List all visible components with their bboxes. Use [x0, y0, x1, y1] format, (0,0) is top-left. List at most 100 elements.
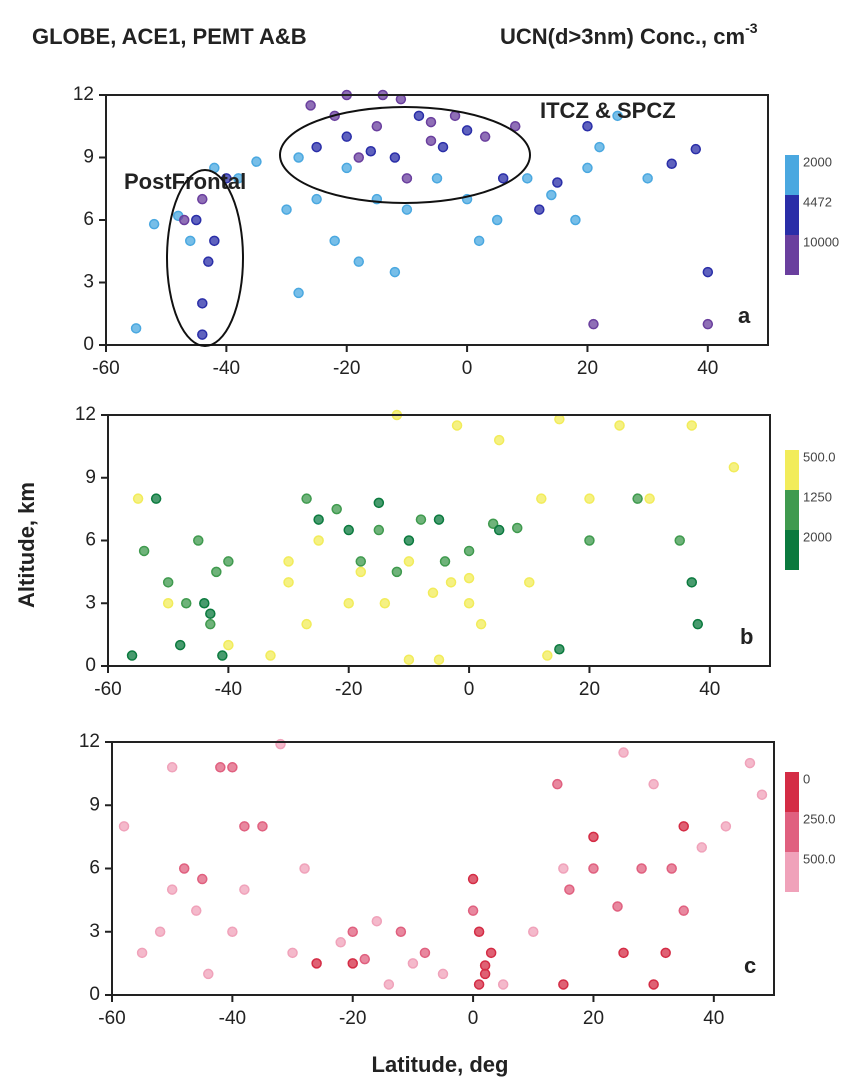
point [395, 93, 407, 105]
point [467, 873, 479, 885]
point [403, 535, 415, 546]
point [215, 762, 226, 773]
point [674, 535, 685, 546]
point [497, 173, 509, 184]
point [335, 937, 346, 948]
x-tick-label: 0 [462, 358, 473, 379]
point [178, 214, 190, 226]
x-tick-label: -40 [213, 358, 240, 379]
point [493, 524, 505, 536]
point [343, 524, 354, 536]
point [166, 762, 178, 773]
point [193, 535, 204, 546]
point [389, 266, 401, 278]
point [166, 884, 178, 895]
colorbar-swatch [785, 852, 799, 892]
highlight-ellipse [279, 106, 531, 204]
y-tick-label: 12 [73, 84, 94, 105]
point [451, 420, 463, 431]
point [588, 831, 599, 843]
point [174, 639, 186, 651]
point [479, 960, 491, 971]
point [648, 979, 659, 990]
point [401, 173, 413, 184]
point [686, 420, 698, 431]
point [401, 204, 413, 215]
point [227, 926, 238, 937]
point [584, 535, 595, 546]
colorbar-swatch [785, 155, 799, 195]
panel-label: b [740, 624, 753, 649]
point [524, 577, 535, 588]
colorbar-label: 1250 [803, 489, 832, 504]
point [154, 926, 166, 937]
point [275, 738, 286, 750]
point [473, 235, 485, 247]
point [632, 493, 643, 504]
x-tick-label: 20 [577, 358, 598, 379]
point [552, 778, 563, 790]
point [379, 598, 391, 609]
y-tick-label: 6 [83, 209, 94, 230]
point [497, 979, 509, 990]
colorbar-label: 500.0 [803, 851, 836, 866]
colorbar-label: 2000 [803, 154, 832, 169]
point [233, 173, 244, 184]
point [347, 926, 358, 937]
point [185, 235, 196, 247]
point [546, 189, 557, 201]
y-tick-label: 3 [89, 921, 100, 942]
colorbar-label: 10000 [803, 234, 839, 249]
point [475, 618, 487, 630]
point [191, 905, 202, 916]
point [612, 901, 623, 912]
point [343, 598, 354, 609]
title-exponent: -3 [745, 20, 758, 36]
point [389, 152, 401, 163]
point [197, 193, 208, 205]
point [180, 598, 192, 609]
point [347, 958, 358, 969]
point [445, 577, 457, 588]
point [479, 968, 491, 980]
colorbar-swatch [785, 490, 799, 530]
point [419, 947, 431, 959]
point [614, 420, 625, 431]
point [371, 915, 383, 927]
point [696, 842, 708, 853]
point [227, 762, 238, 773]
colorbar-label: 4472 [803, 194, 832, 209]
point [702, 318, 714, 330]
point [138, 545, 150, 557]
point [437, 968, 449, 980]
point [433, 654, 445, 665]
point [126, 650, 138, 661]
point [359, 953, 371, 965]
point [371, 121, 383, 132]
point [528, 926, 539, 937]
point [281, 204, 292, 215]
point [686, 577, 698, 588]
title-right: UCN(d>3nm) Conc., cm-3 [500, 20, 758, 49]
y-tick-label: 9 [89, 794, 100, 815]
point [383, 979, 395, 990]
point [511, 522, 523, 534]
point [403, 654, 415, 665]
point [341, 162, 352, 174]
point [239, 884, 250, 895]
point [439, 556, 451, 567]
x-tick-label: -20 [333, 358, 360, 379]
colorbar-swatch [785, 235, 799, 275]
point [148, 218, 160, 230]
point [427, 587, 439, 599]
point [582, 121, 593, 132]
point [203, 256, 214, 267]
point [692, 618, 704, 630]
title-left: GLOBE, ACE1, PEMT A&B [32, 24, 307, 49]
x-tick-label: -60 [92, 358, 119, 379]
x-tick-label: 0 [464, 679, 475, 700]
point [311, 193, 322, 205]
x-tick-label: 40 [697, 358, 718, 379]
y-tick-label: 0 [85, 655, 96, 676]
